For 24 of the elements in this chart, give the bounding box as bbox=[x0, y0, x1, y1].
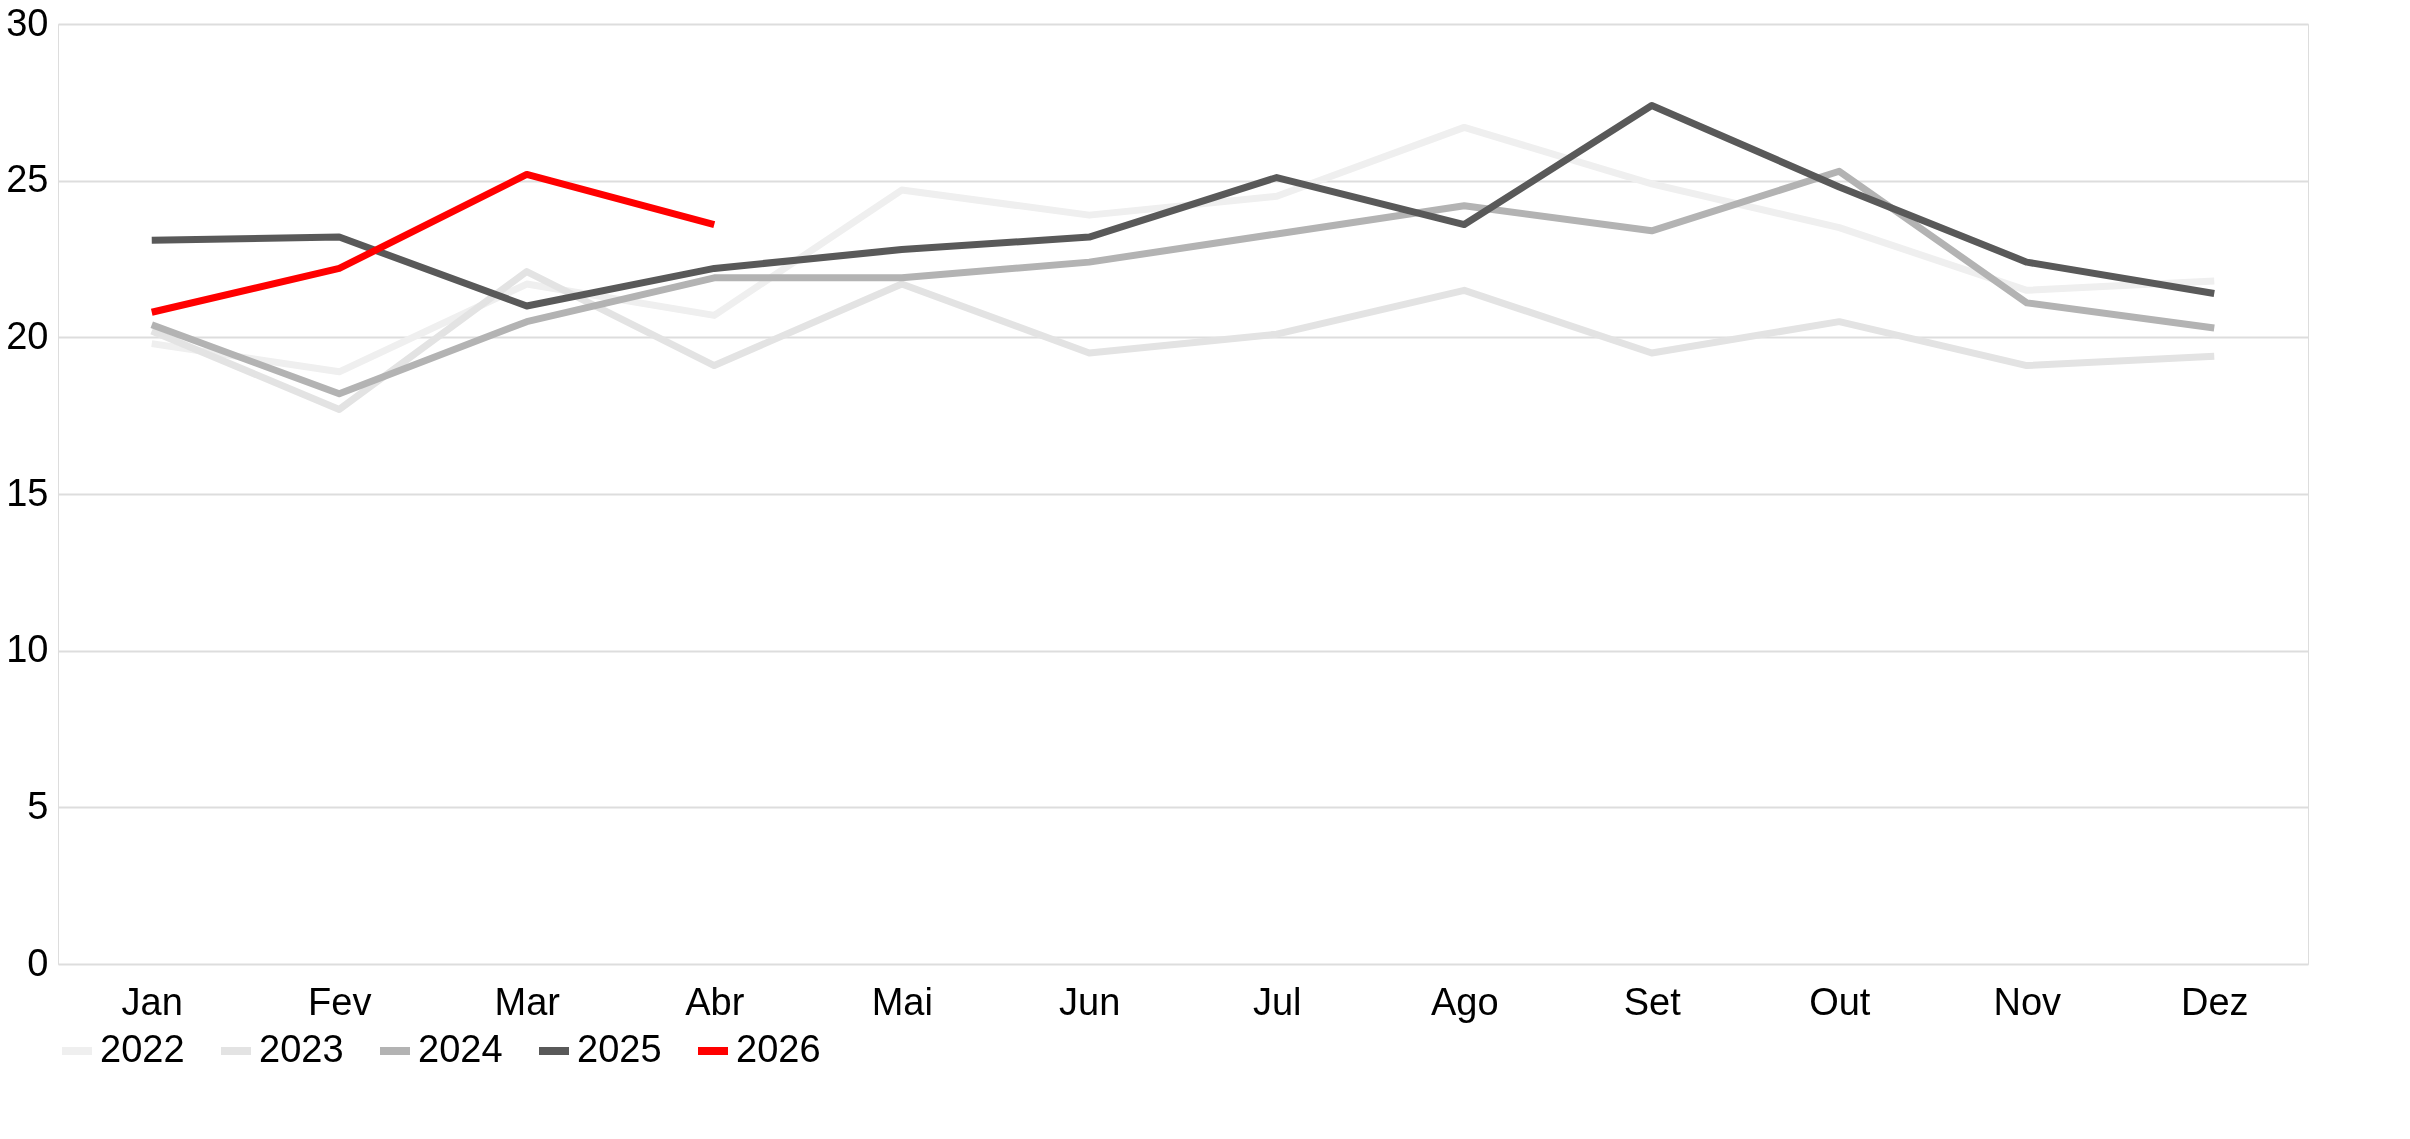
x-tick-label: Dez bbox=[2180, 980, 2249, 1023]
x-tick-label: Fev bbox=[308, 980, 372, 1023]
x-tick-label: Ago bbox=[1430, 980, 1499, 1023]
legend-label: 2022 bbox=[100, 1028, 185, 1070]
x-tick-label: Nov bbox=[1993, 980, 2062, 1023]
x-tick-label: Set bbox=[1623, 980, 1682, 1023]
y-tick-label: 30 bbox=[6, 1, 49, 44]
x-tick-label: Jun bbox=[1059, 980, 1121, 1023]
y-tick-label: 5 bbox=[27, 784, 49, 827]
x-tick-label: Jul bbox=[1252, 980, 1302, 1023]
y-tick-label: 20 bbox=[6, 314, 49, 357]
y-tick-label: 25 bbox=[6, 158, 49, 201]
x-tick-label: Jan bbox=[121, 980, 183, 1023]
legend-label: 2025 bbox=[577, 1028, 662, 1070]
x-tick-label: Abr bbox=[685, 980, 745, 1023]
y-tick-label: 0 bbox=[27, 941, 49, 984]
x-tick-label: Out bbox=[1809, 980, 1871, 1023]
y-tick-label: 15 bbox=[6, 471, 49, 514]
legend-label: 2023 bbox=[259, 1028, 344, 1070]
y-tick-label: 10 bbox=[6, 628, 49, 671]
legend-label: 2024 bbox=[418, 1028, 503, 1070]
legend-label: 2026 bbox=[736, 1028, 821, 1070]
x-tick-label: Mar bbox=[494, 980, 561, 1023]
x-tick-label: Mai bbox=[871, 980, 933, 1023]
